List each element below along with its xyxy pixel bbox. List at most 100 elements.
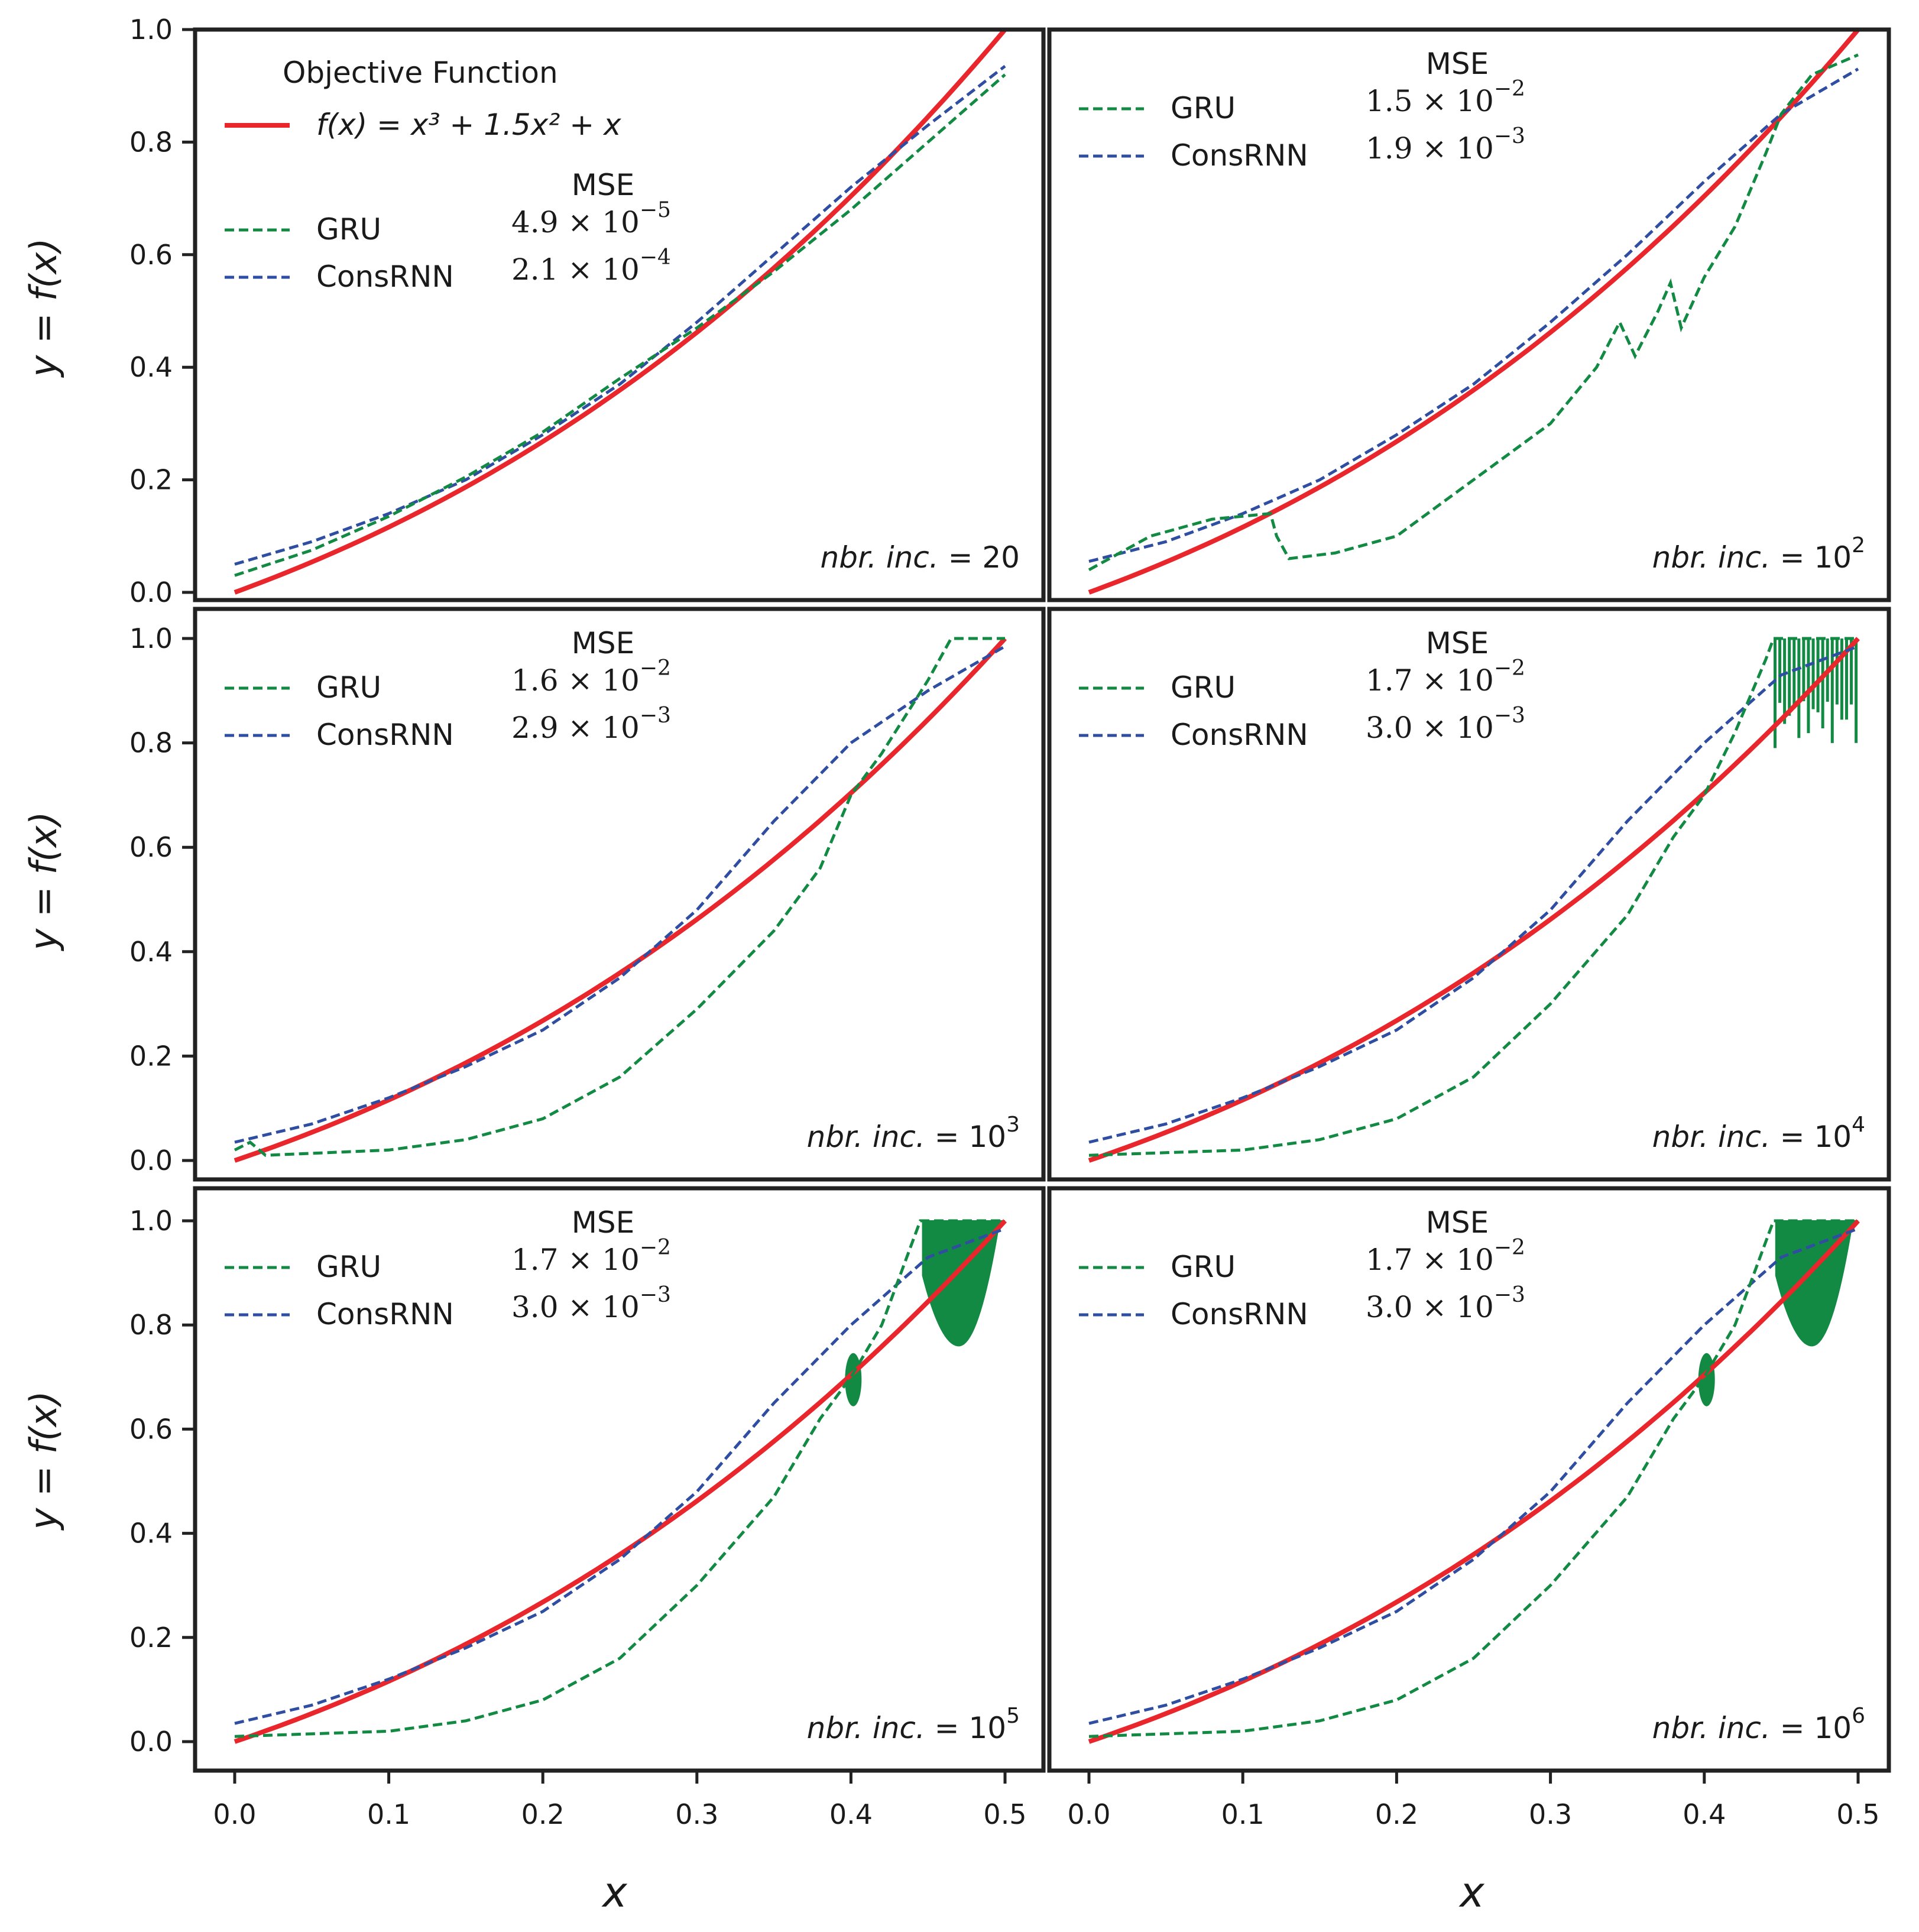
x-tick-label: 0.5 — [983, 1798, 1026, 1830]
x-tick-label: 0.2 — [521, 1798, 565, 1830]
panel-1: 0.0 0.2 0.4 0.6 0.8 1.0 Objective Function f(x)… — [129, 14, 1046, 608]
x-tick-label: 0.0 — [1067, 1798, 1110, 1830]
gru-legend-label: GRU — [1171, 1250, 1236, 1284]
y-tick-label: 0.2 — [129, 464, 173, 496]
y-tick-label: 0.8 — [129, 126, 173, 158]
panel-5: 0.0 0.2 0.4 0.6 0.8 1.0 0.0 0.1 0.2 0.3 0.4 0.5 MSE G… — [129, 1186, 1046, 1830]
objective-legend-label: f(x) = x³ + 1.5x² + x — [316, 108, 621, 142]
y-tick-label: 0.8 — [129, 1309, 173, 1341]
gru-legend-label: GRU — [316, 1250, 381, 1284]
y-axis-label-row1: y = f(x) — [22, 238, 65, 378]
y-tick-label: 0.0 — [129, 1726, 173, 1758]
y-tick-label: 0.4 — [129, 1518, 173, 1550]
gru-oscillation-band — [1773, 638, 1858, 748]
objective-line — [1088, 637, 1860, 1163]
y-tick-label: 0.6 — [129, 1413, 173, 1445]
objective-line — [234, 30, 1007, 595]
y-tick-label: 0.0 — [129, 576, 173, 608]
plot-area-3 — [234, 637, 1007, 1163]
y-tick-label: 0.0 — [129, 1145, 173, 1176]
panels: 0.0 0.2 0.4 0.6 0.8 1.0 Objective Function f(x)… — [129, 14, 1891, 1830]
x-axis-label-right: x — [1458, 1868, 1484, 1917]
x-tick-label: 0.5 — [1836, 1798, 1879, 1830]
consrnn-line — [1088, 67, 1859, 563]
x-tick-label: 0.3 — [1529, 1798, 1572, 1830]
gru-line — [1088, 1219, 1858, 1738]
consrnn-legend-label: ConsRNN — [316, 1297, 454, 1331]
objective-line — [1088, 30, 1860, 595]
y-tick-label: 0.4 — [129, 351, 173, 383]
plot-area-5 — [234, 1219, 1007, 1744]
plot-area-1 — [234, 30, 1007, 595]
consrnn-line — [1088, 1227, 1859, 1725]
gru-line — [234, 73, 1006, 577]
panel-frame — [1047, 1186, 1891, 1773]
mse-header: MSE — [572, 1205, 634, 1240]
x-axis-label-left: x — [601, 1868, 627, 1917]
y-axis-label-row3: y = f(x) — [22, 1391, 65, 1531]
consrnn-legend-label: ConsRNN — [1171, 1297, 1308, 1331]
plot-area-2 — [1088, 30, 1860, 595]
objective-line — [234, 637, 1007, 1163]
gru-line — [234, 637, 1005, 1157]
consrnn-legend-label: ConsRNN — [316, 718, 454, 752]
x-tick-label: 0.3 — [675, 1798, 718, 1830]
objective-line — [1088, 1219, 1860, 1744]
y-tick-label: 0.2 — [129, 1040, 173, 1072]
consrnn-legend-label: ConsRNN — [1171, 138, 1308, 173]
consrnn-legend-label: ConsRNN — [1171, 718, 1308, 752]
x-tick-label: 0.2 — [1375, 1798, 1418, 1830]
panel-frame — [193, 27, 1046, 602]
nbr-inc-label: nbr. inc. = 103 — [807, 1113, 1020, 1154]
plot-area-4 — [1088, 637, 1860, 1163]
y-axis-label-row2: y = f(x) — [22, 812, 65, 952]
panel-frame — [1047, 27, 1891, 602]
gru-legend-label: GRU — [1171, 670, 1236, 705]
y-tick-label: 0.4 — [129, 936, 173, 968]
consrnn-line — [1088, 644, 1859, 1144]
mse-header: MSE — [1426, 626, 1489, 660]
gru-legend-label: GRU — [316, 212, 381, 247]
y-tick-label: 1.0 — [129, 1205, 173, 1237]
y-tick-label: 0.6 — [129, 831, 173, 863]
nbr-inc-label: nbr. inc. = 105 — [807, 1704, 1020, 1745]
nbr-inc-label: nbr. inc. = 106 — [1652, 1704, 1865, 1745]
panel-frame — [193, 1186, 1046, 1773]
objective-legend-title: Objective Function — [283, 56, 558, 90]
gru-legend-label: GRU — [316, 670, 381, 705]
gru-line — [1088, 637, 1858, 1157]
mse-header: MSE — [572, 168, 634, 202]
nbr-inc-label: nbr. inc. = 104 — [1652, 1113, 1865, 1154]
x-tick-label: 0.4 — [829, 1798, 873, 1830]
consrnn-line — [234, 64, 1006, 566]
nbr-inc-label: nbr. inc. = 102 — [1652, 533, 1865, 575]
objective-line — [234, 1219, 1007, 1744]
x-tick-label: 0.0 — [213, 1798, 256, 1830]
gru-line — [234, 1219, 1005, 1738]
y-tick-label: 1.0 — [129, 14, 173, 46]
mse-header: MSE — [572, 626, 634, 660]
mse-header: MSE — [1426, 47, 1489, 81]
panel-frame — [193, 607, 1046, 1182]
plot-area-6 — [1088, 1219, 1860, 1744]
x-tick-label: 0.1 — [1221, 1798, 1265, 1830]
x-tick-label: 0.4 — [1683, 1798, 1726, 1830]
consrnn-line — [234, 645, 1006, 1144]
gru-line — [1088, 53, 1859, 572]
gru-legend-label: GRU — [1171, 91, 1236, 125]
y-tick-label: 0.6 — [129, 239, 173, 271]
consrnn-legend-label: ConsRNN — [316, 260, 454, 294]
nbr-inc-label: nbr. inc. = 20 — [821, 540, 1020, 575]
mse-header: MSE — [1426, 1205, 1489, 1240]
gru-mse-value: 4.9 × 10−5 — [511, 198, 671, 239]
y-tick-label: 0.2 — [129, 1622, 173, 1654]
panel-frame — [1047, 607, 1891, 1182]
x-tick-label: 0.1 — [367, 1798, 410, 1830]
y-tick-label: 1.0 — [129, 623, 173, 654]
y-tick-label: 0.8 — [129, 727, 173, 759]
consrnn-line — [234, 1227, 1006, 1725]
